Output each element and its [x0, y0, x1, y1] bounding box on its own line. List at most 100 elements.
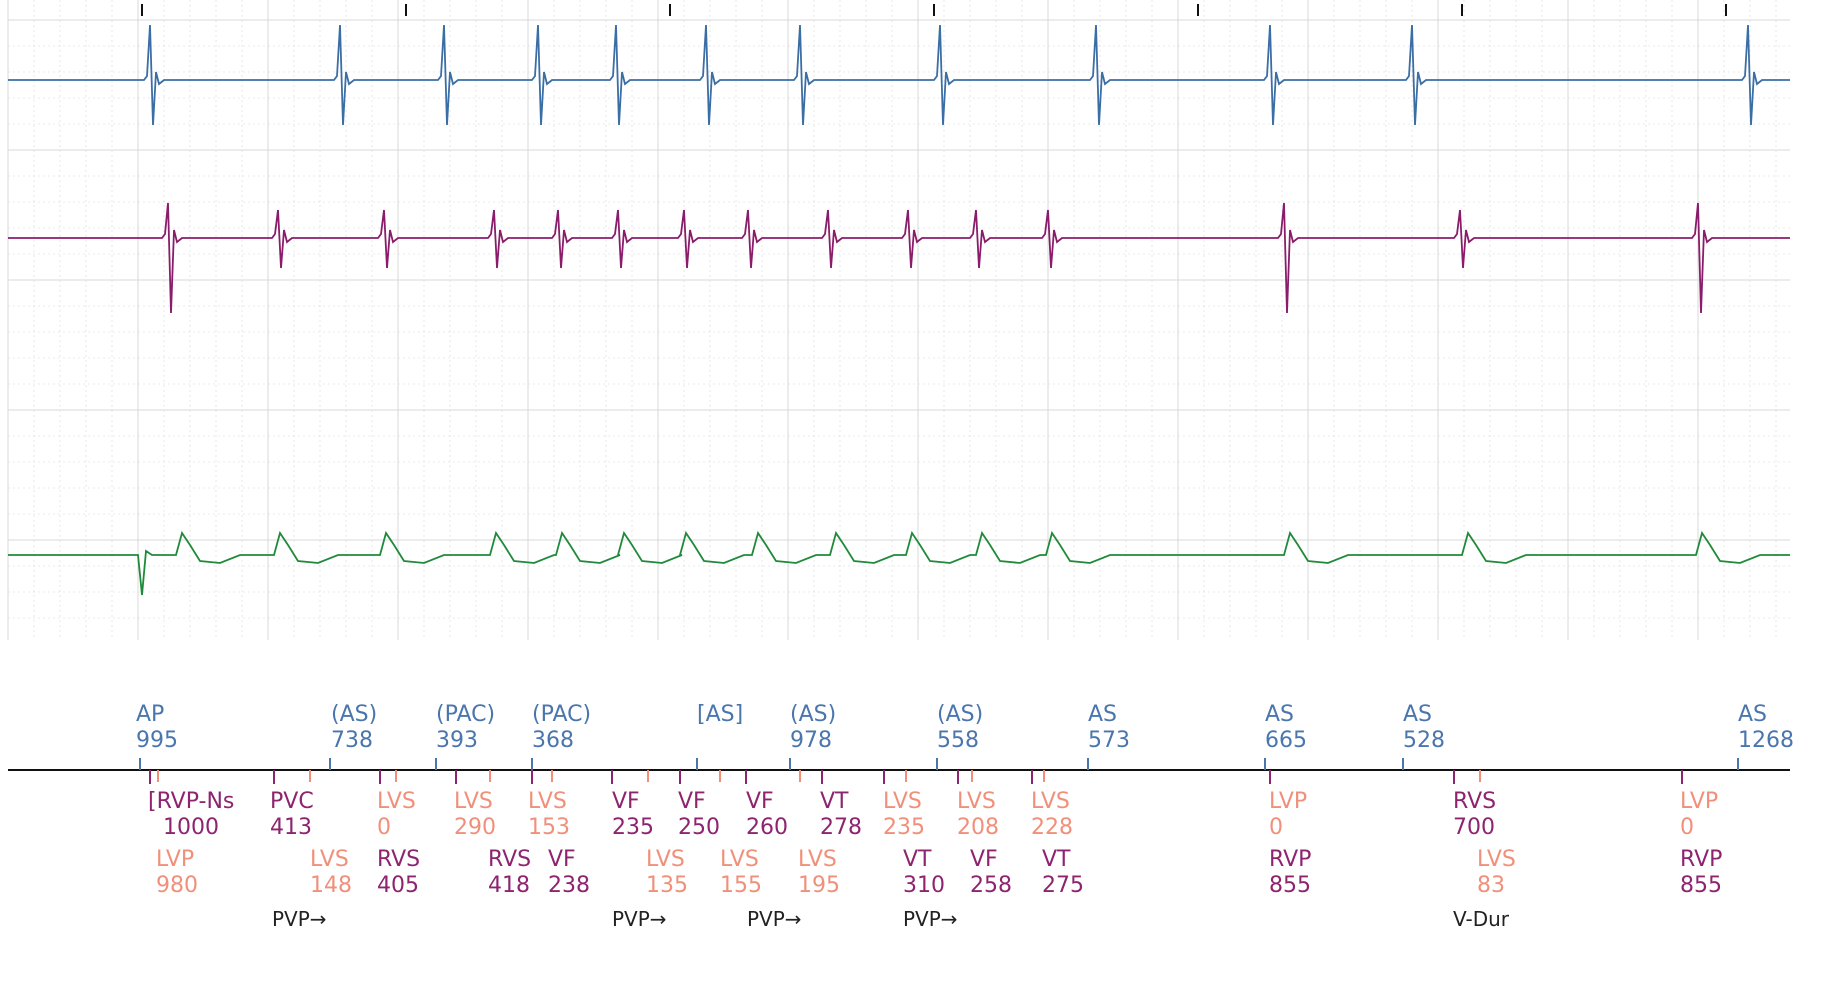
marker-code: LVP	[156, 847, 195, 872]
marker-code: VF	[970, 847, 998, 872]
marker-interval: 275	[1042, 873, 1084, 898]
marker-interval: 558	[937, 728, 979, 753]
marker-code: RVS	[1453, 789, 1497, 814]
ventricular-marker: LVS 235	[883, 789, 925, 841]
ventricular-marker: LVS 148	[310, 847, 352, 899]
pvp-note: PVP→	[612, 907, 667, 931]
marker-code: (PAC)	[532, 702, 592, 727]
marker-interval: 250	[678, 815, 720, 840]
ventricular-marker: RVP 855	[1680, 847, 1722, 899]
marker-interval: 995	[136, 728, 178, 753]
ventricular-marker: [RVP-Ns 1000	[148, 789, 234, 841]
top-time-ticks	[141, 4, 1727, 16]
marker-interval: 368	[532, 728, 574, 753]
marker-code: LVP	[1269, 789, 1308, 814]
marker-interval: 418	[488, 873, 530, 898]
ventricular-marker: LVS 135	[646, 847, 688, 899]
marker-code: (PAC)	[436, 702, 496, 727]
ventricular-marker: LVS 290	[454, 789, 496, 841]
marker-code: RVP	[1680, 847, 1723, 872]
atrial-marker: [AS]	[697, 702, 743, 728]
marker-interval: 310	[903, 873, 945, 898]
marker-code: RVP	[1269, 847, 1312, 872]
marker-interval: 148	[310, 873, 352, 898]
marker-interval: 278	[820, 815, 862, 840]
ventricular-marker: LVP 980	[156, 847, 198, 899]
marker-code: [AS]	[697, 702, 744, 727]
marker-interval: 135	[646, 873, 688, 898]
atrial-marker: AS 665	[1265, 702, 1307, 754]
ventricular-marker: PVC 413	[270, 789, 314, 841]
lv-egm-trace	[8, 530, 1790, 596]
marker-interval: 153	[528, 815, 570, 840]
marker-code: LVP	[1680, 789, 1719, 814]
marker-code: LVS	[883, 789, 922, 814]
marker-interval: 83	[1477, 873, 1505, 898]
marker-code: VF	[678, 789, 706, 814]
atrial-marker: (AS) 738	[331, 702, 377, 754]
marker-interval: 980	[156, 873, 198, 898]
marker-interval: 413	[270, 815, 312, 840]
atrial-marker: AS 573	[1088, 702, 1130, 754]
atrial-marker: AP 995	[136, 702, 178, 754]
ventricular-marker: VF 238	[548, 847, 590, 899]
ventricular-marker: VF 250	[678, 789, 720, 841]
marker-code: LVS	[798, 847, 837, 872]
marker-interval: 0	[1269, 815, 1283, 840]
atrial-marker: (PAC) 368	[532, 702, 591, 754]
marker-code: PVC	[270, 789, 314, 814]
marker-code: AP	[136, 702, 165, 727]
atrial-marker: AS 1268	[1738, 702, 1794, 754]
marker-interval: 405	[377, 873, 419, 898]
marker-code: VT	[903, 847, 932, 872]
marker-code: LVS	[528, 789, 567, 814]
marker-code: VF	[746, 789, 774, 814]
marker-code: AS	[1088, 702, 1118, 727]
atrial-marker: (PAC) 393	[436, 702, 495, 754]
ventricular-marker: LVS 83	[1477, 847, 1516, 899]
marker-interval: 260	[746, 815, 788, 840]
marker-interval: 238	[548, 873, 590, 898]
marker-code: LVS	[310, 847, 349, 872]
marker-code: AS	[1265, 702, 1295, 727]
ventricular-marker: RVS 700	[1453, 789, 1496, 841]
marker-code: (AS)	[331, 702, 378, 727]
ventricular-marker: LVS 0	[377, 789, 416, 841]
marker-interval: 290	[454, 815, 496, 840]
marker-interval: 738	[331, 728, 373, 753]
marker-code: VT	[1042, 847, 1071, 872]
marker-code: LVS	[720, 847, 759, 872]
atrial-marker: (AS) 978	[790, 702, 836, 754]
marker-code: VT	[820, 789, 849, 814]
marker-code: (AS)	[937, 702, 984, 727]
marker-interval: 0	[377, 815, 391, 840]
marker-code: AS	[1403, 702, 1433, 727]
atrial-egm-trace	[8, 24, 1790, 126]
pvp-note: PVP→	[747, 907, 802, 931]
ventricular-marker: VF 235	[612, 789, 654, 841]
ventricular-marker: VT 275	[1042, 847, 1084, 899]
ventricular-marker: VT 310	[903, 847, 945, 899]
marker-code: LVS	[646, 847, 685, 872]
ventricular-marker: VT 278	[820, 789, 862, 841]
ventricular-marker: LVS 228	[1031, 789, 1073, 841]
ventricular-marker: LVS 153	[528, 789, 570, 841]
marker-interval: 0	[1680, 815, 1694, 840]
marker-code: RVS	[488, 847, 532, 872]
ventricular-marker: LVP 0	[1680, 789, 1718, 841]
marker-interval: 700	[1453, 815, 1495, 840]
marker-interval: 195	[798, 873, 840, 898]
marker-interval: 573	[1088, 728, 1130, 753]
marker-interval: 855	[1269, 873, 1311, 898]
marker-interval: 393	[436, 728, 478, 753]
rv-egm-trace	[8, 202, 1790, 314]
atrial-marker: AS 528	[1403, 702, 1445, 754]
ventricular-marker: LVS 208	[957, 789, 999, 841]
ventricular-marker: RVP 855	[1269, 847, 1311, 899]
marker-interval: 258	[970, 873, 1012, 898]
ventricular-marker: LVP 0	[1269, 789, 1307, 841]
marker-interval: 235	[612, 815, 654, 840]
marker-code: LVS	[1031, 789, 1070, 814]
marker-code: VF	[612, 789, 640, 814]
